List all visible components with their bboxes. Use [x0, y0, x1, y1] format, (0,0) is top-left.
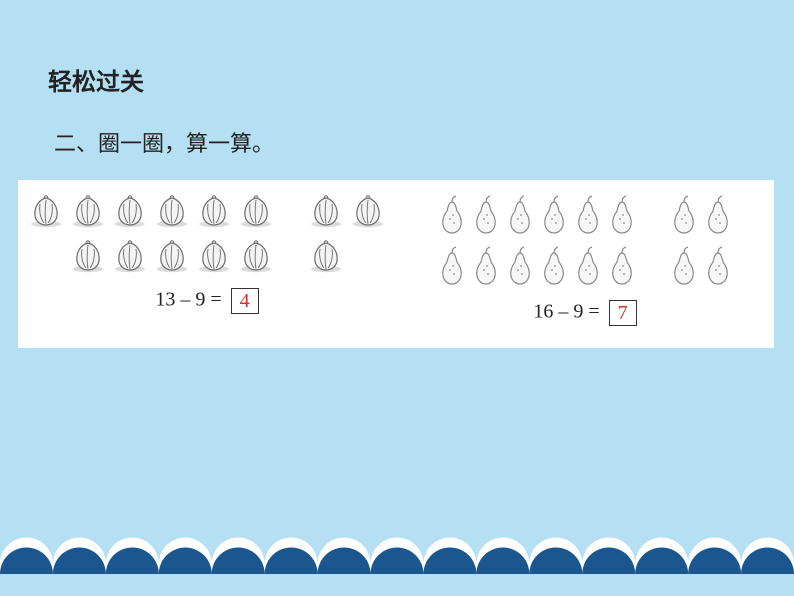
left-panel: 13 – 9 = 4	[18, 180, 396, 348]
garlic-icon	[112, 239, 148, 273]
pear-icon	[540, 245, 568, 285]
garlic-icon	[238, 194, 274, 228]
right-rows	[396, 194, 774, 290]
count-icon	[112, 194, 148, 233]
count-icon	[540, 245, 568, 290]
count-icon	[350, 194, 386, 233]
pear-icon	[506, 194, 534, 234]
wave-border	[0, 526, 794, 574]
pear-icon	[438, 245, 466, 285]
count-icon	[154, 239, 190, 278]
garlic-icon	[196, 239, 232, 273]
count-icon	[574, 194, 602, 239]
count-icon	[238, 239, 274, 278]
pear-icon	[574, 194, 602, 234]
left-expr: 13 – 9 =	[155, 289, 221, 311]
group-gap	[642, 245, 664, 290]
pear-icon	[608, 245, 636, 285]
exercise-band: 13 – 9 = 4	[18, 180, 774, 348]
right-expr: 16 – 9 =	[533, 301, 599, 323]
count-icon	[308, 239, 344, 278]
garlic-icon	[196, 194, 232, 228]
icon-row	[438, 194, 732, 239]
pear-icon	[670, 194, 698, 234]
garlic-icon	[28, 194, 64, 228]
right-equation: 16 – 9 = 7	[396, 300, 774, 326]
pear-icon	[506, 245, 534, 285]
pear-icon	[670, 245, 698, 285]
count-icon	[154, 194, 190, 233]
pear-icon	[704, 194, 732, 234]
count-icon	[704, 245, 732, 290]
garlic-icon	[154, 194, 190, 228]
garlic-icon	[238, 239, 274, 273]
count-icon	[670, 245, 698, 290]
left-rows	[18, 194, 396, 278]
pear-icon	[472, 194, 500, 234]
section-title: 轻松过关	[48, 62, 144, 97]
count-icon	[438, 194, 466, 239]
pear-icon	[438, 194, 466, 234]
group-gap	[280, 239, 302, 278]
garlic-icon	[112, 194, 148, 228]
garlic-icon	[70, 194, 106, 228]
garlic-icon	[308, 194, 344, 228]
pear-icon	[574, 245, 602, 285]
count-icon	[28, 194, 64, 233]
garlic-icon	[308, 239, 344, 273]
pear-icon	[608, 194, 636, 234]
garlic-icon	[70, 239, 106, 273]
count-icon	[608, 245, 636, 290]
count-icon	[670, 194, 698, 239]
pear-icon	[540, 194, 568, 234]
count-icon	[506, 245, 534, 290]
right-panel: 16 – 9 = 7	[396, 180, 774, 348]
group-gap	[642, 194, 664, 239]
count-icon	[70, 194, 106, 233]
group-gap	[280, 194, 302, 233]
garlic-icon	[350, 194, 386, 228]
count-icon	[472, 245, 500, 290]
left-equation: 13 – 9 = 4	[18, 288, 396, 314]
count-icon	[438, 245, 466, 290]
count-icon	[608, 194, 636, 239]
count-icon	[704, 194, 732, 239]
icon-row	[70, 239, 344, 278]
count-icon	[238, 194, 274, 233]
count-icon	[112, 239, 148, 278]
count-icon	[574, 245, 602, 290]
count-icon	[196, 239, 232, 278]
count-icon	[308, 194, 344, 233]
garlic-icon	[154, 239, 190, 273]
exercise-prompt: 二、圈一圈，算一算。	[54, 126, 274, 158]
count-icon	[472, 194, 500, 239]
right-answer-box: 7	[609, 300, 637, 326]
count-icon	[506, 194, 534, 239]
count-icon	[196, 194, 232, 233]
pear-icon	[704, 245, 732, 285]
count-icon	[540, 194, 568, 239]
icon-row	[438, 245, 732, 290]
icon-row	[28, 194, 386, 233]
count-icon	[70, 239, 106, 278]
pear-icon	[472, 245, 500, 285]
left-answer-box: 4	[231, 288, 259, 314]
